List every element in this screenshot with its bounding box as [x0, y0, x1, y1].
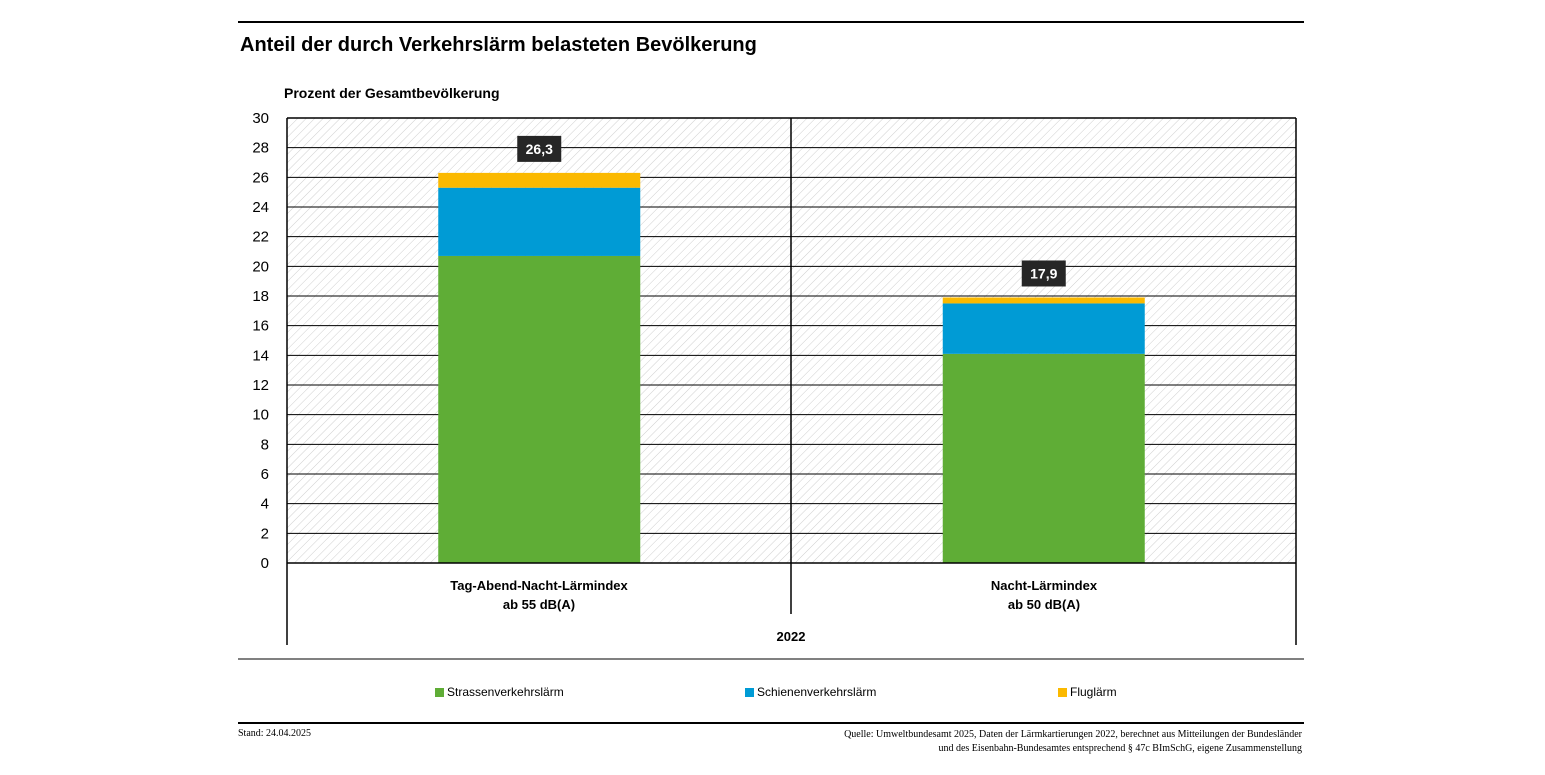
y-axis-label: Prozent der Gesamtbevölkerung — [284, 85, 500, 101]
bar-segment-0-0 — [438, 255, 641, 563]
footer-stand: Stand: 24.04.2025 — [238, 728, 311, 739]
group-label: 2022 — [777, 629, 806, 644]
y-tick-label: 30 — [252, 110, 269, 127]
y-tick-label: 22 — [252, 229, 269, 246]
total-label-text: 26,3 — [526, 141, 553, 157]
bar-segment-1-2 — [942, 297, 1145, 304]
footer-source-line2: und des Eisenbahn-Bundesamtes entspreche… — [938, 743, 1302, 754]
y-tick-label: 0 — [261, 555, 269, 572]
total-label-box — [517, 135, 562, 162]
bar-segment-0-1 — [438, 187, 641, 256]
y-tick-label: 20 — [252, 258, 269, 275]
legend: Strassenverkehrslärm Schienenverkehrslär… — [435, 685, 1117, 699]
total-label-text: 17,9 — [1030, 265, 1057, 281]
y-tick-label: 24 — [252, 199, 269, 216]
y-tick-label: 16 — [252, 318, 269, 335]
category-label-1-line2: ab 55 dB(A) — [503, 597, 575, 612]
chart-title: Anteil der durch Verkehrslärm belasteten… — [240, 34, 757, 56]
category-label-2-line1: Nacht-Lärmindex — [991, 578, 1098, 593]
bar-segment-1-0 — [942, 353, 1145, 563]
total-labels: 26,3 17,9 — [517, 135, 1066, 287]
y-tick-label: 26 — [252, 169, 269, 186]
total-label-box — [1021, 260, 1066, 287]
legend-swatch-strasse — [435, 688, 444, 697]
legend-label-schiene: Schienenverkehrslärm — [757, 685, 876, 699]
y-tick-label: 10 — [252, 407, 269, 424]
bars — [438, 172, 1145, 563]
legend-label-strasse: Strassenverkehrslärm — [447, 685, 564, 699]
category-label-2-line2: ab 50 dB(A) — [1008, 597, 1080, 612]
legend-label-flug: Fluglärm — [1070, 685, 1117, 699]
total-label-1: 17,9 — [1021, 260, 1066, 287]
footer-source-line1: Quelle: Umweltbundesamt 2025, Daten der … — [844, 729, 1303, 740]
legend-swatch-flug — [1058, 688, 1067, 697]
legend-swatch-schiene — [745, 688, 754, 697]
y-tick-label: 18 — [252, 288, 269, 305]
bar-segment-1-1 — [942, 303, 1145, 354]
y-tick-label: 4 — [261, 496, 269, 513]
y-tick-label: 14 — [252, 347, 269, 364]
y-tick-label: 8 — [261, 436, 269, 453]
y-tick-label: 2 — [261, 525, 269, 542]
bar-segment-0-2 — [438, 172, 641, 188]
y-tick-label: 28 — [252, 140, 269, 157]
y-tick-label: 6 — [261, 466, 269, 483]
total-label-0: 26,3 — [517, 135, 562, 162]
category-label-1-line1: Tag-Abend-Nacht-Lärmindex — [450, 578, 628, 593]
y-tick-label: 12 — [252, 377, 269, 394]
